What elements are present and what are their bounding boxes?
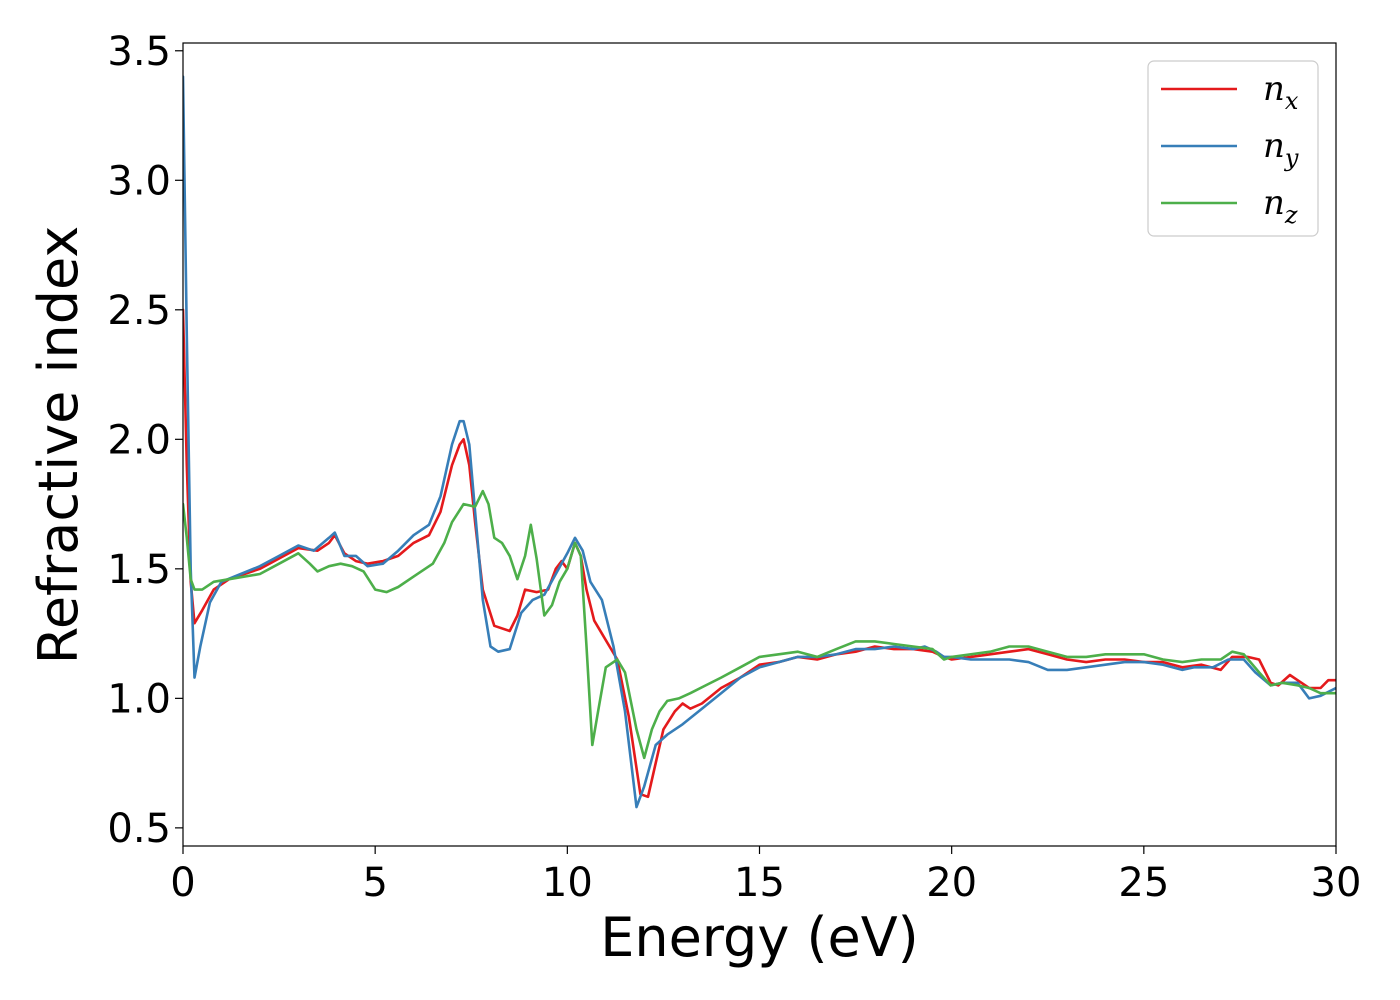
x-tick-label: 15 bbox=[734, 860, 785, 906]
x-tick-label: 5 bbox=[362, 860, 387, 906]
series-line-x bbox=[183, 308, 1336, 799]
x-axis-title: Energy (eV) bbox=[600, 906, 919, 969]
series-line-y bbox=[183, 75, 1336, 809]
x-axis: 0 5 10 15 20 25 30 bbox=[170, 846, 1361, 906]
legend-label-x: nx bbox=[1263, 69, 1299, 115]
legend-label-z: nz bbox=[1263, 183, 1298, 229]
y-axis-title: Refractive index bbox=[27, 226, 90, 665]
series-line-z bbox=[183, 489, 1336, 760]
y-tick-label: 1.5 bbox=[107, 547, 171, 593]
y-tick-label: 1.0 bbox=[107, 676, 171, 722]
y-tick-label: 3.5 bbox=[107, 29, 171, 75]
y-tick-label: 2.0 bbox=[107, 417, 171, 463]
x-tick-label: 25 bbox=[1118, 860, 1169, 906]
legend-label-y: ny bbox=[1263, 126, 1299, 172]
legend: nx ny nz bbox=[1147, 60, 1319, 237]
y-tick-label: 3.0 bbox=[107, 158, 171, 204]
y-tick-label: 2.5 bbox=[107, 288, 171, 334]
x-tick-label: 10 bbox=[542, 860, 593, 906]
legend-box bbox=[1147, 60, 1319, 237]
x-tick-label: 20 bbox=[926, 860, 977, 906]
series-layer bbox=[183, 75, 1336, 809]
y-axis: 0.5 1.0 1.5 2.0 2.5 3.0 3.5 bbox=[107, 29, 183, 852]
x-tick-label: 0 bbox=[170, 860, 195, 906]
x-tick-label: 30 bbox=[1311, 860, 1362, 906]
y-tick-label: 0.5 bbox=[107, 806, 171, 852]
